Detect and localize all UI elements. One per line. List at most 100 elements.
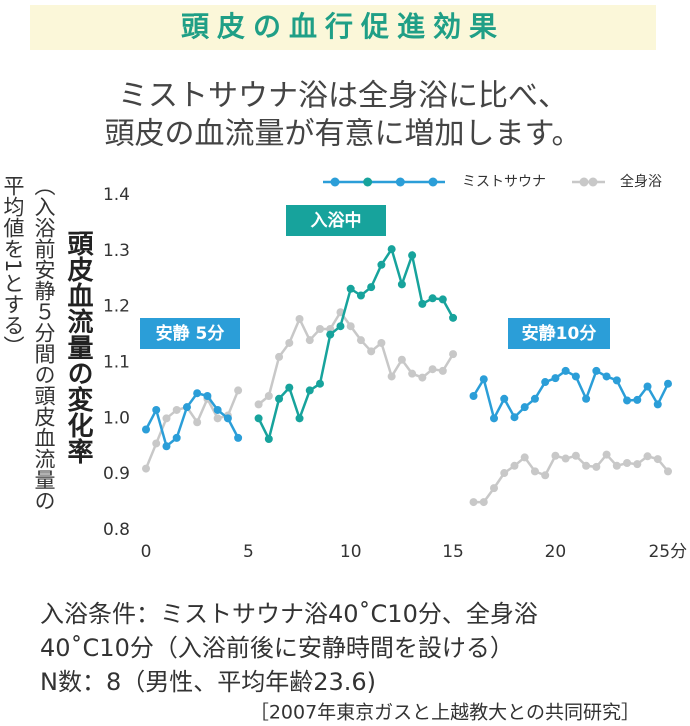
- legend-marker: [579, 177, 589, 187]
- legend-marker: [428, 177, 438, 187]
- data-point: [346, 322, 355, 331]
- data-point: [275, 352, 284, 361]
- data-point: [582, 394, 591, 403]
- footnote: ［2007年東京ガスと上越教大との共同研究］: [250, 702, 640, 724]
- data-point: [500, 469, 509, 478]
- data-point: [479, 375, 488, 384]
- data-point: [142, 425, 150, 434]
- data-point: [551, 374, 560, 383]
- data-point: [162, 442, 171, 451]
- data-point: [172, 433, 181, 442]
- y-axis-label: 頭皮血流量の変化率: [63, 230, 93, 464]
- data-point: [254, 400, 263, 409]
- data-point: [530, 394, 539, 403]
- data-point: [152, 439, 161, 448]
- annotation-text: 安静10分: [522, 323, 597, 344]
- data-point: [500, 394, 509, 403]
- data-point: [428, 365, 437, 374]
- chart-title: 頭皮の血行促進効果: [181, 10, 505, 43]
- data-point: [551, 451, 560, 460]
- legend-marker: [588, 177, 598, 187]
- series-line: [144, 391, 240, 449]
- footnote: 40˚C10分（入浴前後に安静時間を設ける）: [40, 634, 514, 662]
- data-point: [326, 325, 335, 333]
- data-point: [612, 376, 621, 385]
- data-point: [326, 330, 335, 339]
- data-point: [479, 498, 488, 507]
- data-point: [213, 414, 222, 423]
- data-point: [316, 325, 324, 333]
- subtitle: 頭皮の血流量が有意に増加します。: [105, 117, 582, 152]
- data-point: [449, 313, 458, 322]
- data-point: [561, 366, 570, 375]
- x-tick-label: 15: [442, 542, 464, 562]
- data-point: [510, 413, 519, 422]
- y-tick-label: 1.4: [103, 185, 130, 205]
- data-point: [418, 373, 427, 382]
- data-point: [367, 283, 376, 292]
- data-point: [623, 396, 632, 405]
- data-point: [234, 433, 243, 442]
- data-point: [438, 366, 447, 375]
- data-point: [664, 467, 672, 476]
- data-point: [653, 455, 662, 464]
- y-axis-note: 平均値を1とする）: [1, 175, 25, 356]
- data-point: [541, 378, 550, 387]
- y-tick-label: 1.1: [103, 353, 130, 373]
- data-point: [367, 347, 376, 356]
- data-point: [520, 453, 529, 462]
- data-point: [469, 498, 478, 507]
- data-point: [530, 467, 539, 476]
- y-tick-label: 0.9: [103, 464, 130, 484]
- data-point: [346, 284, 355, 293]
- annotation-text: 安静 5分: [156, 323, 225, 344]
- title-band: [30, 5, 656, 50]
- data-point: [623, 459, 632, 467]
- annotation-text: 入浴中: [311, 210, 362, 231]
- data-point: [408, 251, 417, 260]
- footnote: N数：8（男性、平均年齢23.6): [40, 668, 376, 696]
- annotation-box: [140, 318, 240, 349]
- y-tick-label: 0.8: [103, 520, 130, 540]
- data-point: [387, 372, 396, 381]
- data-point: [203, 392, 212, 400]
- data-point: [561, 454, 570, 463]
- x-tick-label: 10: [340, 542, 362, 562]
- data-point: [397, 355, 406, 364]
- data-point: [172, 405, 181, 414]
- legend-marker: [395, 177, 405, 187]
- data-point: [254, 414, 263, 423]
- data-point: [213, 405, 222, 414]
- data-point: [438, 295, 447, 304]
- x-tick-label: 0: [141, 542, 152, 562]
- data-point: [653, 400, 662, 409]
- data-point: [295, 414, 304, 423]
- data-point: [295, 314, 304, 323]
- data-point: [469, 392, 478, 400]
- data-point: [592, 366, 601, 375]
- data-point: [541, 471, 550, 480]
- data-point: [234, 386, 243, 395]
- data-point: [193, 418, 202, 427]
- data-point: [356, 291, 365, 300]
- data-point: [387, 245, 396, 254]
- data-point: [408, 369, 417, 378]
- data-point: [664, 379, 672, 388]
- data-point: [612, 461, 621, 470]
- data-point: [428, 294, 437, 303]
- data-point: [152, 405, 161, 414]
- data-point: [182, 403, 191, 412]
- data-point: [633, 460, 642, 469]
- footnote: 入浴条件：ミストサウナ浴40˚C10分、全身浴: [40, 600, 538, 628]
- data-point: [223, 414, 232, 423]
- annotation-box: [508, 318, 610, 349]
- y-tick-label: 1.0: [103, 408, 130, 428]
- subtitle: ミストサウナ浴は全身浴に比べ、: [118, 79, 568, 114]
- x-tick-label: 25分: [648, 542, 687, 562]
- data-point: [162, 414, 171, 423]
- data-point: [592, 462, 601, 471]
- annotation-box: [286, 205, 386, 236]
- data-point: [418, 299, 427, 308]
- y-tick-label: 1.2: [103, 297, 130, 317]
